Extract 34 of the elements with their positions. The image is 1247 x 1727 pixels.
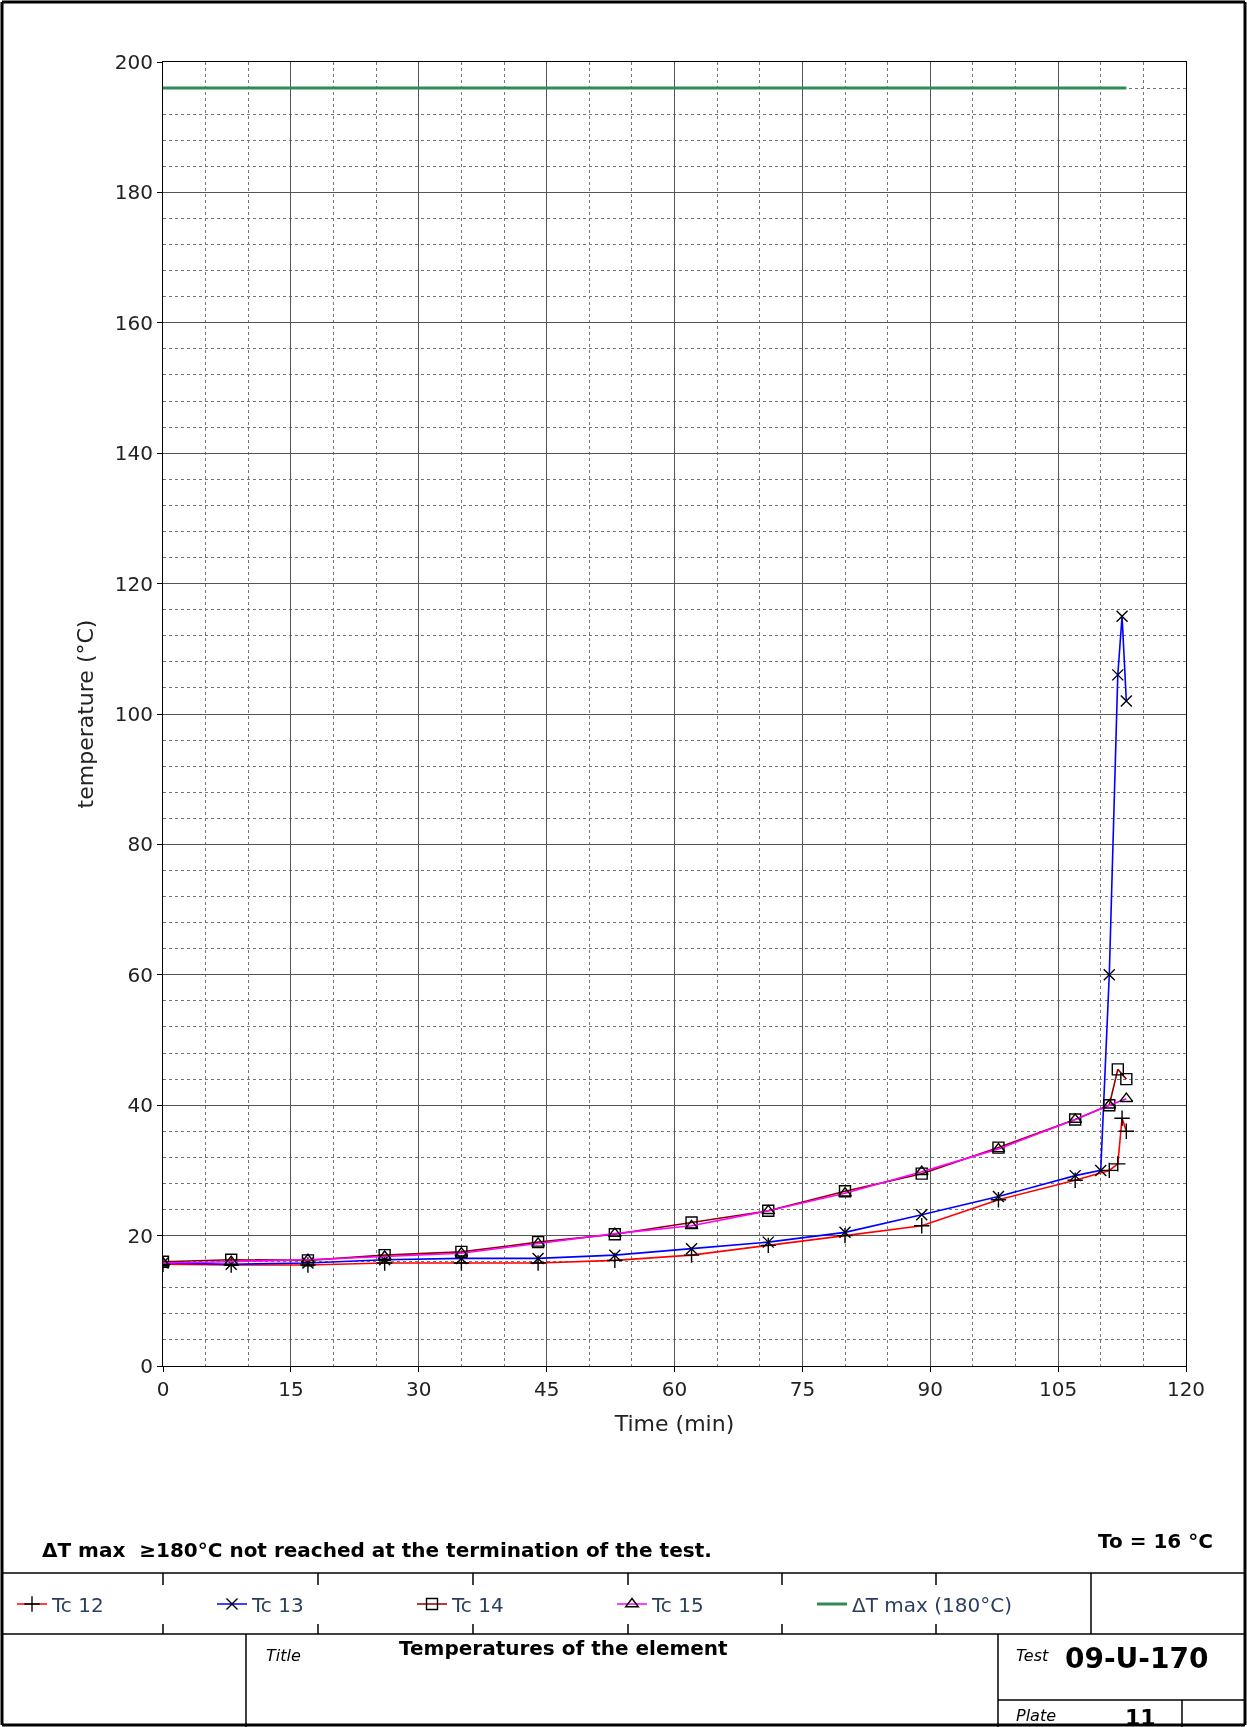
- y-tick-label: 80: [127, 832, 153, 857]
- y-tick-label: 200: [114, 50, 153, 74]
- x-tick-label: 30: [406, 1377, 432, 1401]
- y-axis-title: temperature (°C): [72, 619, 98, 809]
- x-tick-label: 90: [917, 1377, 943, 1401]
- text: Title: [266, 1646, 301, 1665]
- legend-label: ΔT max (180°C): [852, 1592, 1012, 1617]
- legend-label: Tc 12: [51, 1592, 104, 1617]
- y-tick-label: 140: [114, 441, 153, 466]
- y-tick-label: 60: [127, 962, 153, 987]
- x-axis-title: Time (min): [613, 1410, 735, 1436]
- legend-label: Tc 15: [651, 1592, 704, 1617]
- y-tick-label: 180: [114, 180, 153, 205]
- legend-label: Tc 14: [451, 1592, 504, 1617]
- x-tick-label: 75: [789, 1377, 816, 1401]
- text: Test: [1016, 1646, 1049, 1665]
- y-tick-label: 40: [127, 1093, 153, 1118]
- y-tick-label: 160: [114, 310, 153, 335]
- y-tick-label: 100: [114, 702, 153, 726]
- text: Temperatures of the element: [399, 1636, 729, 1660]
- text: ΔT max ≥180°C not reached at the termination of the test.: [42, 1538, 712, 1562]
- x-tick-label: 15: [278, 1377, 304, 1401]
- x-tick-label: 105: [1039, 1377, 1078, 1401]
- y-tick-label: 0: [140, 1354, 153, 1378]
- text: To = 16 °C: [1098, 1529, 1213, 1553]
- y-tick-label: 120: [114, 571, 153, 596]
- x-tick-label: 0: [156, 1377, 170, 1401]
- y-tick-label: 20: [127, 1223, 153, 1248]
- text: Plate: [1016, 1706, 1057, 1725]
- x-tick-label: 60: [661, 1377, 688, 1401]
- legend-label: Tc 13: [251, 1592, 304, 1617]
- x-tick-label: 120: [1166, 1377, 1206, 1401]
- x-tick-label: 45: [533, 1377, 560, 1401]
- text: 09-U-170: [1065, 1642, 1209, 1675]
